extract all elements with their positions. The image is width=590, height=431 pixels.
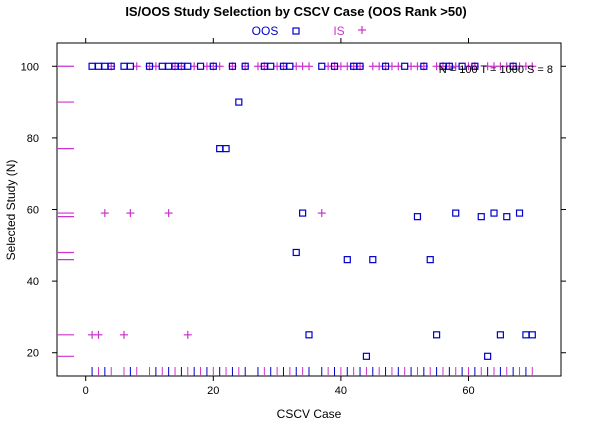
oos-point [503,213,511,221]
oos-point [228,62,237,70]
oos-point [126,62,134,70]
oos-point [330,62,339,70]
oos-point [362,352,371,360]
oos-point [267,62,275,70]
oos-point [496,331,504,339]
stats-annotation: N = 100 T = 1000 S = 8 [439,64,553,76]
oos-point [471,62,479,70]
is-point [164,209,173,218]
is-point [528,62,537,71]
is-point [94,330,103,339]
oos-point [484,352,492,360]
oos-point [369,256,377,264]
y-tick-label: 20 [27,348,39,360]
is-point [151,62,160,71]
is-point [126,209,135,218]
oos-point [184,62,192,70]
y-tick-label: 60 [27,205,39,217]
oos-point [235,98,243,106]
oos-point [196,62,205,70]
legend-marker-is [358,26,366,34]
y-tick-label: 40 [27,276,39,288]
legend: OOS IS [252,24,366,38]
oos-point [209,62,217,70]
x-tick-label: 40 [335,385,347,397]
oos-point [356,62,364,70]
oos-point [299,209,307,217]
is-point [132,62,141,71]
oos-point [241,62,249,70]
x-axis-label: CSCV Case [277,407,342,421]
oos-point [452,209,460,217]
oos-point [286,62,294,70]
legend-marker-oos [292,27,300,35]
oos-point [343,256,351,264]
oos-point [477,213,485,221]
oos-point [528,331,536,339]
y-rug [57,65,74,357]
data-points [88,62,537,360]
oos-point [490,209,498,217]
oos-point [432,331,441,339]
chart-title: IS/OOS Study Selection by CSCV Case (OOS… [125,4,466,19]
oos-point [420,62,428,70]
x-rug [91,367,533,376]
is-point [183,330,192,339]
oos-point [515,209,524,217]
oos-point [107,62,115,70]
oos-point [381,62,390,70]
x-tick-label: 0 [83,385,89,397]
y-tick-label: 80 [27,133,39,145]
oos-point [458,62,466,70]
is-point [305,62,313,71]
oos-point [413,213,422,221]
is-point [451,62,460,71]
oos-point [222,145,230,153]
oos-point [426,256,434,264]
legend-label-is: IS [333,24,344,38]
is-point [119,330,128,339]
oos-point [445,62,453,70]
oos-point [509,62,517,70]
oos-point [305,331,313,339]
axis-ticks: 0 20 40 60 20 40 60 80 100 [21,38,566,397]
x-tick-label: 60 [462,385,474,397]
oos-point [318,62,326,70]
is-point [317,209,326,218]
oos-point [145,62,154,70]
x-tick-label: 20 [207,385,219,397]
legend-label-oos: OOS [252,24,279,38]
is-point [190,62,199,71]
y-tick-label: 100 [21,61,39,73]
y-axis-label: Selected Study (N) [4,160,18,261]
oos-point [401,62,409,70]
is-point [394,62,403,71]
is-point [215,62,224,71]
is-point [100,209,109,218]
oos-point [292,248,300,257]
